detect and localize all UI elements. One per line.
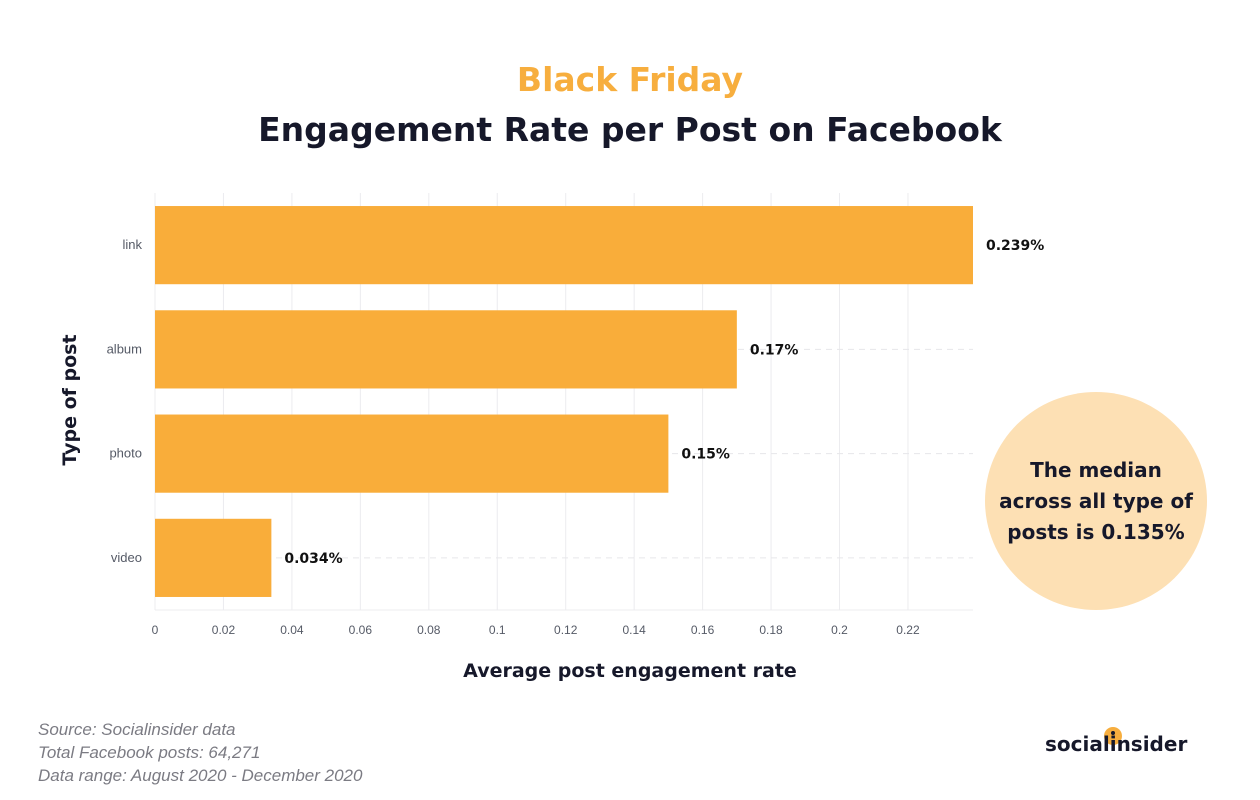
category-label: album <box>107 341 142 356</box>
callout-value: 0.135% <box>1101 519 1185 544</box>
footer-notes: Source: Socialinsider data Total Faceboo… <box>38 718 362 787</box>
footer-total: Total Facebook posts: 64,271 <box>38 743 261 762</box>
bar <box>155 206 973 285</box>
socialinsider-logo: socialinsider <box>1045 732 1188 756</box>
x-tick-label: 0 <box>152 623 159 637</box>
x-tick-label: 0.08 <box>417 623 441 637</box>
chart-title: Engagement Rate per Post on Facebook <box>258 110 1002 149</box>
category-labels: link album photo video <box>107 237 143 565</box>
callout-line-3: posts is 0.135% <box>1007 517 1184 548</box>
y-axis-label: Type of post <box>59 334 81 465</box>
bars <box>155 206 973 597</box>
row-guide-lines <box>155 244 973 559</box>
x-tick-label: 0.02 <box>212 623 236 637</box>
footer-source: Source: Socialinsider data <box>38 720 236 739</box>
category-label: link <box>122 237 142 252</box>
x-tick-label: 0.12 <box>554 623 578 637</box>
callout-line-2: across all type of <box>999 488 1193 513</box>
x-tick-label: 0.1 <box>489 623 506 637</box>
median-callout: The median across all type of posts is 0… <box>985 392 1207 610</box>
category-label: video <box>111 550 142 565</box>
x-axis-label: Average post engagement rate <box>463 660 797 682</box>
value-label: 0.15% <box>681 447 730 463</box>
chart-supertitle: Black Friday <box>516 60 744 99</box>
footer-range: Data range: August 2020 - December 2020 <box>38 766 363 785</box>
value-label: 0.17% <box>750 342 799 358</box>
logo-dot-icon <box>1104 727 1122 745</box>
x-tick-label: 0.16 <box>691 623 715 637</box>
x-tick-label: 0.06 <box>349 623 373 637</box>
callout-prefix: posts is <box>1007 519 1095 544</box>
bar <box>155 310 737 389</box>
x-tick-label: 0.04 <box>280 623 304 637</box>
category-label: photo <box>109 446 142 461</box>
value-labels: 0.239% 0.17% 0.15% 0.034% <box>284 238 1044 567</box>
bar <box>155 518 272 597</box>
x-tick-label: 0.14 <box>622 623 646 637</box>
callout-line-1: The median <box>1030 457 1162 482</box>
x-tick-label: 0.2 <box>831 623 848 637</box>
value-label: 0.239% <box>986 238 1044 254</box>
x-tick-labels: 0 0.02 0.04 0.06 0.08 0.1 0.12 0.14 0.16 0.18 0.2 0… <box>152 623 920 637</box>
bar <box>155 414 669 493</box>
x-tick-label: 0.22 <box>896 623 920 637</box>
value-label: 0.034% <box>284 551 342 567</box>
x-tick-label: 0.18 <box>759 623 783 637</box>
